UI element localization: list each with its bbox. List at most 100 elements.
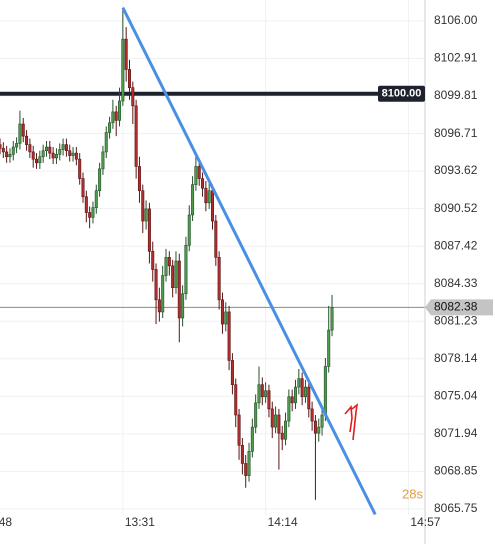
candle-body (240, 444, 244, 464)
candle-body (234, 384, 238, 416)
candle-body (330, 307, 334, 331)
candle-body (307, 386, 311, 410)
candle-body (287, 396, 291, 422)
candle-body (194, 166, 198, 185)
candle-body (284, 420, 288, 440)
candle-body (217, 257, 221, 301)
candle-body (277, 414, 281, 434)
candle-body (134, 105, 138, 167)
candle-body (0, 144, 2, 149)
candle-body (174, 260, 178, 288)
candle-body (5, 151, 9, 158)
candle-body (204, 187, 208, 204)
candle-body (81, 178, 85, 198)
candle-body (141, 190, 145, 222)
candle-body (207, 190, 211, 204)
x-tick-label: 14:14 (268, 515, 298, 529)
hand-annotation (344, 403, 359, 441)
candle-body (121, 38, 125, 102)
candle-body (61, 144, 65, 150)
candle-body (114, 111, 118, 121)
x-tick-label: 13:31 (125, 515, 155, 529)
candle-body (101, 151, 105, 170)
candle-body (84, 196, 88, 213)
candle-body (28, 144, 32, 153)
candle-body (197, 166, 201, 179)
candle-body (58, 149, 62, 155)
candle-body (181, 293, 185, 319)
y-tick-label: 8071.94 (434, 426, 478, 440)
y-tick-label: 8096.71 (434, 126, 478, 140)
candle-body (274, 414, 278, 428)
candle-body (280, 432, 284, 440)
candle-body (11, 146, 15, 155)
candle-body (38, 156, 42, 164)
candle-body (35, 158, 39, 164)
candle-body (303, 386, 307, 398)
candle-body (191, 184, 195, 216)
candle-body (68, 150, 72, 156)
candle-body (151, 251, 155, 270)
candle-body (94, 190, 98, 208)
y-tick-label: 8078.14 (434, 351, 478, 365)
candle-body (64, 144, 68, 151)
candle-body (51, 152, 55, 159)
candle-body (260, 384, 264, 398)
candle-body (154, 269, 158, 301)
candle-body (54, 154, 58, 159)
candle-body (171, 265, 175, 288)
candle-body (147, 208, 151, 252)
candle-body (323, 366, 327, 416)
candle-body (118, 100, 122, 121)
x-tick-label: 14:57 (410, 515, 440, 529)
y-tick-label: 8099.81 (434, 88, 478, 102)
candle-body (71, 152, 75, 156)
candle-body (48, 146, 52, 154)
candle-body (88, 212, 92, 218)
candle-body (131, 87, 135, 107)
candle-body (267, 390, 271, 410)
candle-body (244, 463, 248, 476)
candle-body (294, 386, 298, 404)
y-tick-label: 8093.62 (434, 163, 478, 177)
candle-body (167, 257, 171, 267)
candle-body (250, 426, 254, 452)
candle-body (220, 299, 224, 325)
candle-body (15, 143, 19, 148)
y-tick-label: 8106.00 (434, 13, 478, 27)
candle-body (25, 135, 29, 145)
y-tick-label: 8084.33 (434, 276, 478, 290)
candle-body (104, 132, 108, 153)
candle-body (78, 158, 82, 179)
candle-body (187, 214, 191, 246)
candle-body (297, 378, 301, 388)
candle-body (91, 207, 95, 218)
candle-body (211, 190, 215, 222)
candle-body (111, 111, 115, 124)
candle-body (230, 360, 234, 385)
candle-body (264, 390, 268, 398)
candle-body (74, 152, 78, 160)
candle-body (41, 150, 45, 158)
candle-body (1, 147, 5, 153)
candle-body (254, 402, 258, 428)
last-price-label: 8082.38 (434, 299, 478, 313)
candle-body (313, 420, 317, 434)
level-label: 8100.00 (382, 88, 422, 100)
candle-body (300, 378, 304, 398)
price-axis (425, 0, 495, 544)
y-tick-label: 8068.85 (434, 464, 478, 478)
y-tick-label: 8065.75 (434, 501, 478, 515)
candle-body (157, 299, 161, 313)
candle-body (137, 166, 141, 192)
candle-body (310, 408, 314, 422)
candle-body (44, 146, 48, 151)
candle-body (18, 123, 22, 144)
candle-body (214, 220, 218, 258)
candle-body (98, 168, 102, 192)
level-label-box (378, 85, 425, 102)
candle-body (124, 38, 128, 70)
candle-body (21, 123, 25, 137)
candle-body (320, 414, 324, 428)
